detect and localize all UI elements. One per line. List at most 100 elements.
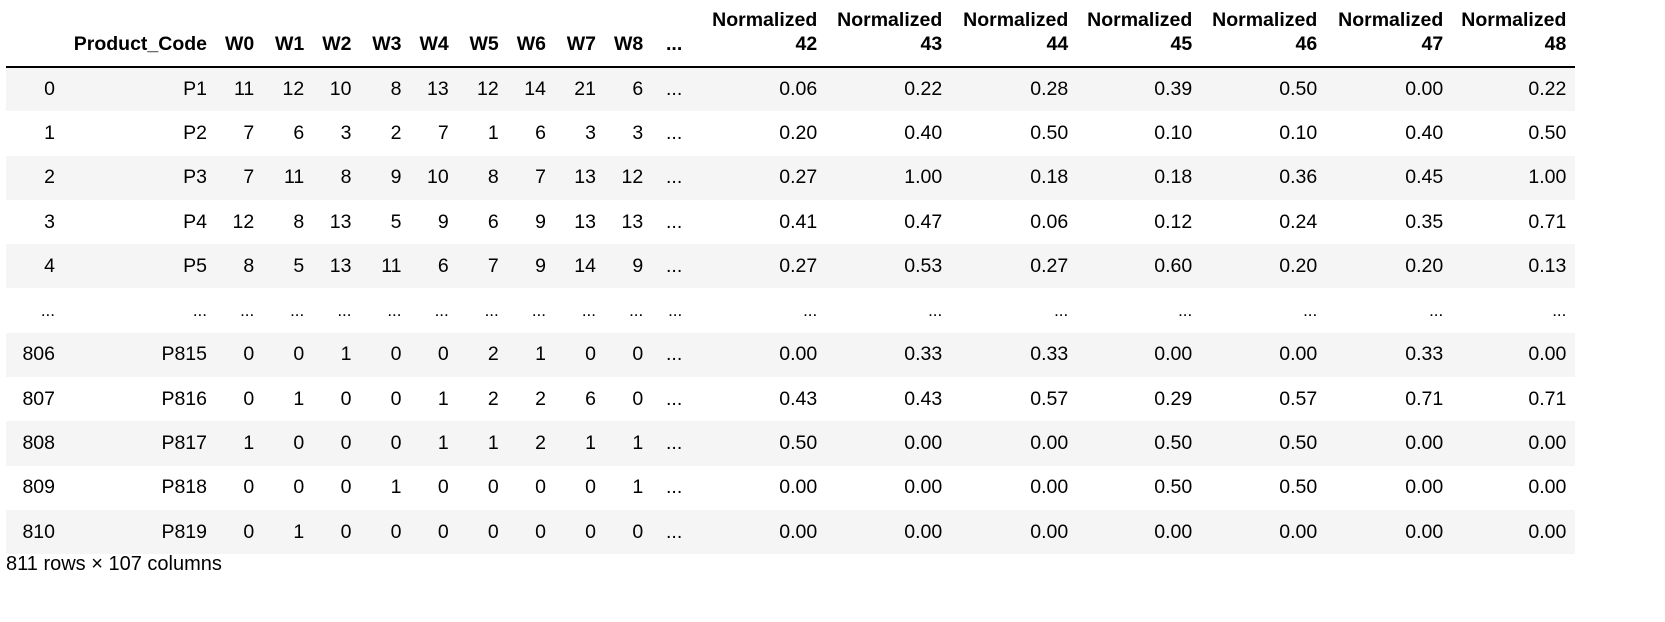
table-cell: 0 xyxy=(487,476,499,499)
table-cell: 1 xyxy=(437,432,449,455)
row-index: 0 xyxy=(44,78,55,101)
column-header: Normalized 43 xyxy=(826,0,951,67)
table-cell: 0 xyxy=(535,520,546,543)
table-cell: 1 xyxy=(293,520,305,543)
table-cell: P1 xyxy=(183,78,207,101)
table-cell: P815 xyxy=(161,343,207,366)
table-cell: 0.06 xyxy=(779,78,818,101)
table-cell: 0 xyxy=(390,343,402,366)
table-cell: 7 xyxy=(535,166,546,189)
table-cell: 0.00 xyxy=(1030,476,1069,499)
table-cell: 3 xyxy=(632,121,644,144)
column-header: W3 xyxy=(361,0,411,67)
table-cell: 0.29 xyxy=(1154,387,1193,410)
table-cell: ... xyxy=(484,300,499,320)
table-cell: ... xyxy=(290,300,305,320)
table-cell: 0 xyxy=(243,520,255,543)
table-cell: 2 xyxy=(535,432,546,455)
table-cell: 0.27 xyxy=(779,254,818,277)
table-cell: 0.50 xyxy=(1030,121,1069,144)
row-index: 2 xyxy=(44,166,55,189)
table-cell: 14 xyxy=(574,254,596,277)
table-cell: 0.50 xyxy=(1528,121,1567,144)
table-cell: 7 xyxy=(243,121,255,144)
table-cell: 1 xyxy=(293,387,305,410)
table-cell: 7 xyxy=(243,166,255,189)
table-cell: 0.39 xyxy=(1154,78,1193,101)
table-cell: ... xyxy=(1303,300,1318,320)
table-cell: 0 xyxy=(390,520,402,543)
dataframe-table: Product_Code W0 W1 W2 W3 W4 W5 W6 W7 W8... Normali… xyxy=(6,0,1576,555)
table-cell: 12 xyxy=(232,210,255,233)
table-cell: 0.00 xyxy=(1528,476,1567,499)
table-cell: 0.27 xyxy=(779,166,818,189)
table-row: 808 P817 1 0 0 0 1 1 2 1 1... 0.50 0.00 0.00 0.50 0.50 0… xyxy=(6,421,1576,466)
dataframe-output: Product_Code W0 W1 W2 W3 W4 W5 W6 W7 W8... Normali… xyxy=(6,0,1576,555)
table-cell: 0 xyxy=(585,343,596,366)
table-cell: 0.33 xyxy=(904,343,943,366)
table-cell: 6 xyxy=(293,121,305,144)
table-cell: 0.22 xyxy=(904,78,943,101)
table-cell: ... xyxy=(803,300,818,320)
table-cell: ... xyxy=(629,300,644,320)
column-header-line1: ... xyxy=(665,33,683,55)
table-cell: 1 xyxy=(585,432,596,455)
table-cell: 7 xyxy=(487,254,499,277)
table-cell: 1.00 xyxy=(904,166,943,189)
table-cell: 0.50 xyxy=(1154,476,1193,499)
column-header-line1: W1 xyxy=(275,33,305,55)
table-cell: ... xyxy=(665,121,683,144)
table-cell: 8 xyxy=(487,166,499,189)
table-cell: 0.00 xyxy=(1405,520,1444,543)
table-cell: 0 xyxy=(632,343,644,366)
column-header-line1: W7 xyxy=(566,33,596,55)
table-row: 4 P5 8 5 13 11 6 7 9 14 9... 0.27 0.53 0.27 0.60 0.20 0.… xyxy=(6,244,1576,289)
column-header: W4 xyxy=(411,0,458,67)
column-header-line1: Normalized xyxy=(1461,9,1567,31)
table-cell: 6 xyxy=(632,78,644,101)
table-cell: 0.28 xyxy=(1030,78,1069,101)
table-cell: ... xyxy=(665,432,683,455)
table-row: 0 P1 11 12 10 8 13 12 14 21 6... 0.06 0.22 0.28 0.39 0.… xyxy=(6,67,1576,112)
table-cell: 3 xyxy=(585,121,596,144)
table-cell: 0.50 xyxy=(1279,476,1318,499)
table-cell: 1 xyxy=(632,432,644,455)
table-row: 1 P2 7 6 3 2 7 1 6 3 3... 0.20 0.40 0.50 0.10 0.10 0.40 0… xyxy=(6,111,1575,155)
table-cell: 0.00 xyxy=(779,520,818,543)
column-header: W2 xyxy=(313,0,360,67)
table-cell: 0.27 xyxy=(1030,254,1069,277)
table-cell: 0.00 xyxy=(779,476,818,499)
column-header-line1: W0 xyxy=(225,33,255,55)
table-cell: 6 xyxy=(437,254,449,277)
table-cell: 0.00 xyxy=(904,476,943,499)
table-cell: P817 xyxy=(161,432,207,455)
table-cell: 0 xyxy=(293,476,305,499)
column-header-line1: Normalized xyxy=(1087,9,1193,31)
column-header-line2: 45 xyxy=(1170,33,1193,55)
table-cell: 0 xyxy=(437,520,449,543)
shape-summary: 811 rows × 107 columns xyxy=(6,553,222,575)
column-header: W8 xyxy=(605,0,652,67)
table-cell: 0 xyxy=(632,520,644,543)
column-header: W0 xyxy=(216,0,263,67)
table-cell: 0 xyxy=(437,343,449,366)
column-header-line1: W6 xyxy=(516,33,546,55)
table-cell: 0.57 xyxy=(1279,387,1318,410)
table-cell: 0.71 xyxy=(1405,387,1444,410)
table-cell: 0.53 xyxy=(904,254,943,277)
table-cell: 0.12 xyxy=(1154,210,1193,233)
column-header: W6 xyxy=(508,0,555,67)
table-cell: ... xyxy=(1178,300,1193,320)
table-cell: 12 xyxy=(477,78,499,101)
table-cell: 1 xyxy=(340,343,352,366)
table-cell: 0 xyxy=(340,432,352,455)
table-cell: 0.00 xyxy=(779,343,818,366)
column-header-line2: 44 xyxy=(1046,33,1069,55)
column-header-line1: Product_Code xyxy=(73,33,207,55)
table-cell: 12 xyxy=(282,78,305,101)
table-cell: 11 xyxy=(284,166,305,189)
table-cell: 0 xyxy=(585,520,596,543)
table-cell: 0.20 xyxy=(779,121,818,144)
table-cell: 0.20 xyxy=(1405,254,1444,277)
table-cell: 8 xyxy=(340,166,352,189)
